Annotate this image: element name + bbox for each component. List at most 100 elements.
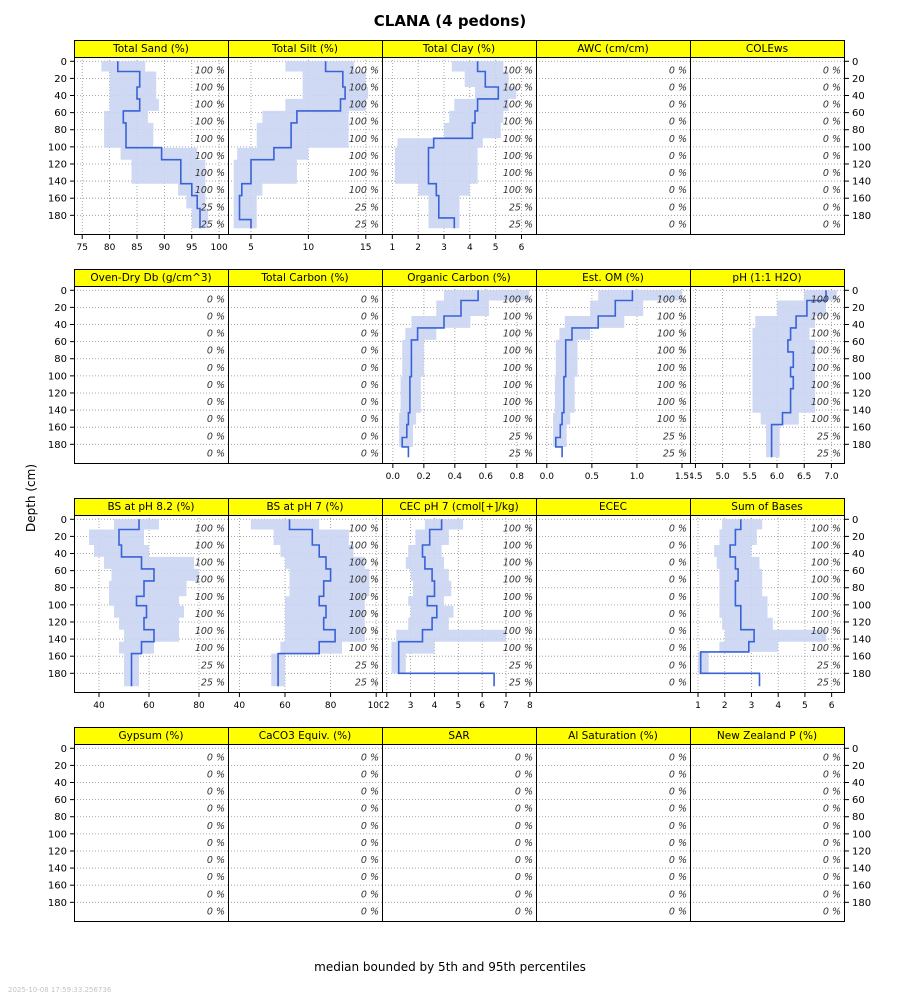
contributing-fraction-label: 100 %	[194, 134, 224, 145]
panel-plot-total-carbon: 0 % 0 % 0 % 0 % 0 % 0 % 0 % 0 % 0 % 0 %	[227, 286, 383, 464]
x-tick-label: 0.2	[416, 472, 430, 482]
x-tick-label: 1.5	[674, 472, 688, 482]
x-tick-label: 2	[415, 243, 421, 253]
contributing-fraction-label: 0 %	[668, 151, 686, 162]
depth-tick-label: 40	[54, 549, 67, 560]
depth-tick-label: 100	[852, 829, 871, 840]
panel-new-zealand-p: New Zealand P (%) 0 % 0 % 0 % 0 % 0 % 0 % 0 % 0 …	[689, 727, 845, 944]
contributing-fraction-label: 100 %	[348, 117, 378, 128]
percentile-band	[394, 61, 516, 229]
panel-border	[689, 744, 845, 922]
panel-plot-new-zealand-p: 0 % 0 % 0 % 0 % 0 % 0 % 0 % 0 % 0 % 0 %	[689, 744, 845, 922]
contributing-fraction-label: 100 %	[502, 540, 532, 551]
y-axis-title: Depth (cm)	[22, 40, 40, 956]
depth-tick-label: 140	[852, 177, 871, 188]
contributing-fraction-label: 0 %	[822, 219, 840, 230]
x-tick-label: 6	[479, 701, 485, 711]
contributing-fraction-label: 100 %	[194, 100, 224, 111]
contributing-fraction-label: 0 %	[668, 185, 686, 196]
contributing-fraction-label: 25 %	[354, 677, 378, 688]
depth-tick-label: 100	[852, 600, 871, 611]
contributing-fraction-label: 100 %	[348, 523, 378, 534]
depth-tick-label: 180	[852, 669, 871, 680]
contributing-fraction-label: 100 %	[348, 609, 378, 620]
depth-tick-label: 100	[852, 142, 871, 153]
panel-plot-total-sand: 100 % 100 % 100 % 100 % 100 % 100 % 100 % 100 %…	[73, 57, 229, 253]
contributing-fraction-label: 25 %	[508, 431, 532, 442]
depth-axis-right: 0 20 40 60 80 100 120 140 160 180	[844, 727, 879, 944]
x-tick-label: 1	[389, 243, 395, 253]
depth-tick-label: 80	[54, 583, 67, 594]
depth-tick-label: 120	[47, 846, 66, 857]
depth-axis-left: 0 20 40 60 80 100 120 140 160 180	[40, 498, 74, 715]
contributing-fraction-label: 0 %	[206, 363, 224, 374]
panel-ph-1-1-h2o: pH (1:1 H2O) 100 % 100 % 100 % 100 % 100 % 100…	[689, 269, 845, 486]
contributing-fraction-label: 0 %	[206, 906, 224, 917]
contributing-fraction-label: 25 %	[662, 448, 686, 459]
contributing-fraction-label: 0 %	[360, 397, 378, 408]
panel-plot-caco3-equiv: 0 % 0 % 0 % 0 % 0 % 0 % 0 % 0 % 0 % 0 %	[227, 744, 383, 922]
contributing-fraction-label: 100 %	[502, 294, 532, 305]
contributing-fraction-label: 0 %	[822, 202, 840, 213]
percentile-band	[752, 290, 837, 458]
contributing-fraction-label: 0 %	[668, 219, 686, 230]
contributing-fraction-label: 0 %	[668, 65, 686, 76]
depth-tick-label: 180	[47, 211, 66, 222]
contributing-fraction-label: 0 %	[668, 626, 686, 637]
panel-awc-cm-cm: AWC (cm/cm) 0 % 0 % 0 % 0 % 0 % 0 % 0 % 0 % 0 % 0 …	[535, 40, 691, 257]
contributing-fraction-label: 100 %	[502, 592, 532, 603]
panel-ecec: ECEC 0 % 0 % 0 % 0 % 0 % 0 % 0 % 0 % 0 % 0 %	[535, 498, 691, 715]
contributing-fraction-label: 0 %	[668, 168, 686, 179]
x-tick-label: 85	[131, 243, 142, 253]
x-tick-label: 75	[76, 243, 87, 253]
x-tick-label: 5	[802, 701, 808, 711]
contributing-fraction-label: 0 %	[206, 448, 224, 459]
contributing-fraction-label: 100 %	[502, 626, 532, 637]
contributing-fraction-label: 100 %	[810, 643, 840, 654]
depth-tick-label: 160	[47, 652, 66, 663]
contributing-fraction-label: 25 %	[200, 677, 224, 688]
depth-axis-right-svg: 0 20 40 60 80 100 120 140 160 180	[844, 515, 871, 680]
contributing-fraction-label: 0 %	[668, 134, 686, 145]
depth-axis-left-svg: 0 20 40 60 80 100 120 140 160 180	[47, 57, 74, 222]
x-tick-label: 80	[193, 701, 205, 711]
contributing-fraction-label: 0 %	[206, 431, 224, 442]
contributing-fraction-label: 0 %	[206, 804, 224, 815]
contributing-fraction-label: 100 %	[348, 151, 378, 162]
x-tick-label: 0.5	[584, 472, 598, 482]
contributing-fraction-label: 100 %	[348, 575, 378, 586]
contributing-fraction-label: 0 %	[822, 906, 840, 917]
contributing-fraction-label: 0 %	[360, 346, 378, 357]
contributing-fraction-label: 100 %	[194, 592, 224, 603]
panel-plot-colews: 0 % 0 % 0 % 0 % 0 % 0 % 0 % 0 % 0 % 0 %	[689, 57, 845, 235]
contributing-fraction-label: 100 %	[348, 65, 378, 76]
contributing-fraction-label: 0 %	[206, 752, 224, 763]
x-tick-label: 7	[503, 701, 509, 711]
contributing-fraction-label: 100 %	[656, 346, 686, 357]
depth-tick-label: 120	[47, 388, 66, 399]
x-tick-label: 3	[441, 243, 447, 253]
contributing-fraction-label: 100 %	[194, 609, 224, 620]
depth-tick-label: 120	[852, 846, 871, 857]
contributing-fraction-label: 100 %	[502, 346, 532, 357]
contributing-fraction-label: 0 %	[360, 787, 378, 798]
depth-tick-label: 20	[54, 303, 67, 314]
contributing-fraction-label: 0 %	[822, 855, 840, 866]
panel-plot-sum-of-bases: 100 % 100 % 100 % 100 % 100 % 100 % 100 % 100 %…	[689, 515, 845, 711]
contributing-fraction-label: 100 %	[810, 592, 840, 603]
x-tick-label: 8	[526, 701, 532, 711]
panel-strip-sar: SAR	[381, 727, 537, 744]
depth-axis-right-svg: 0 20 40 60 80 100 120 140 160 180	[844, 57, 871, 222]
median-line	[276, 519, 336, 687]
contributing-fraction-label: 0 %	[360, 804, 378, 815]
depth-tick-label: 140	[852, 864, 871, 875]
depth-axis-right-svg: 0 20 40 60 80 100 120 140 160 180	[844, 744, 871, 909]
depth-tick-label: 40	[852, 778, 865, 789]
depth-tick-label: 0	[60, 57, 66, 68]
panel-strip-total-clay: Total Clay (%)	[381, 40, 537, 57]
x-tick-label: 95	[186, 243, 197, 253]
percentile-band	[100, 61, 208, 229]
panel-total-silt: Total Silt (%) 100 % 100 % 100 % 100 % 100 % 1…	[227, 40, 383, 257]
x-tick-label: 0.8	[509, 472, 524, 482]
panel-plot-total-silt: 100 % 100 % 100 % 100 % 100 % 100 % 100 % 100 %…	[227, 57, 383, 253]
